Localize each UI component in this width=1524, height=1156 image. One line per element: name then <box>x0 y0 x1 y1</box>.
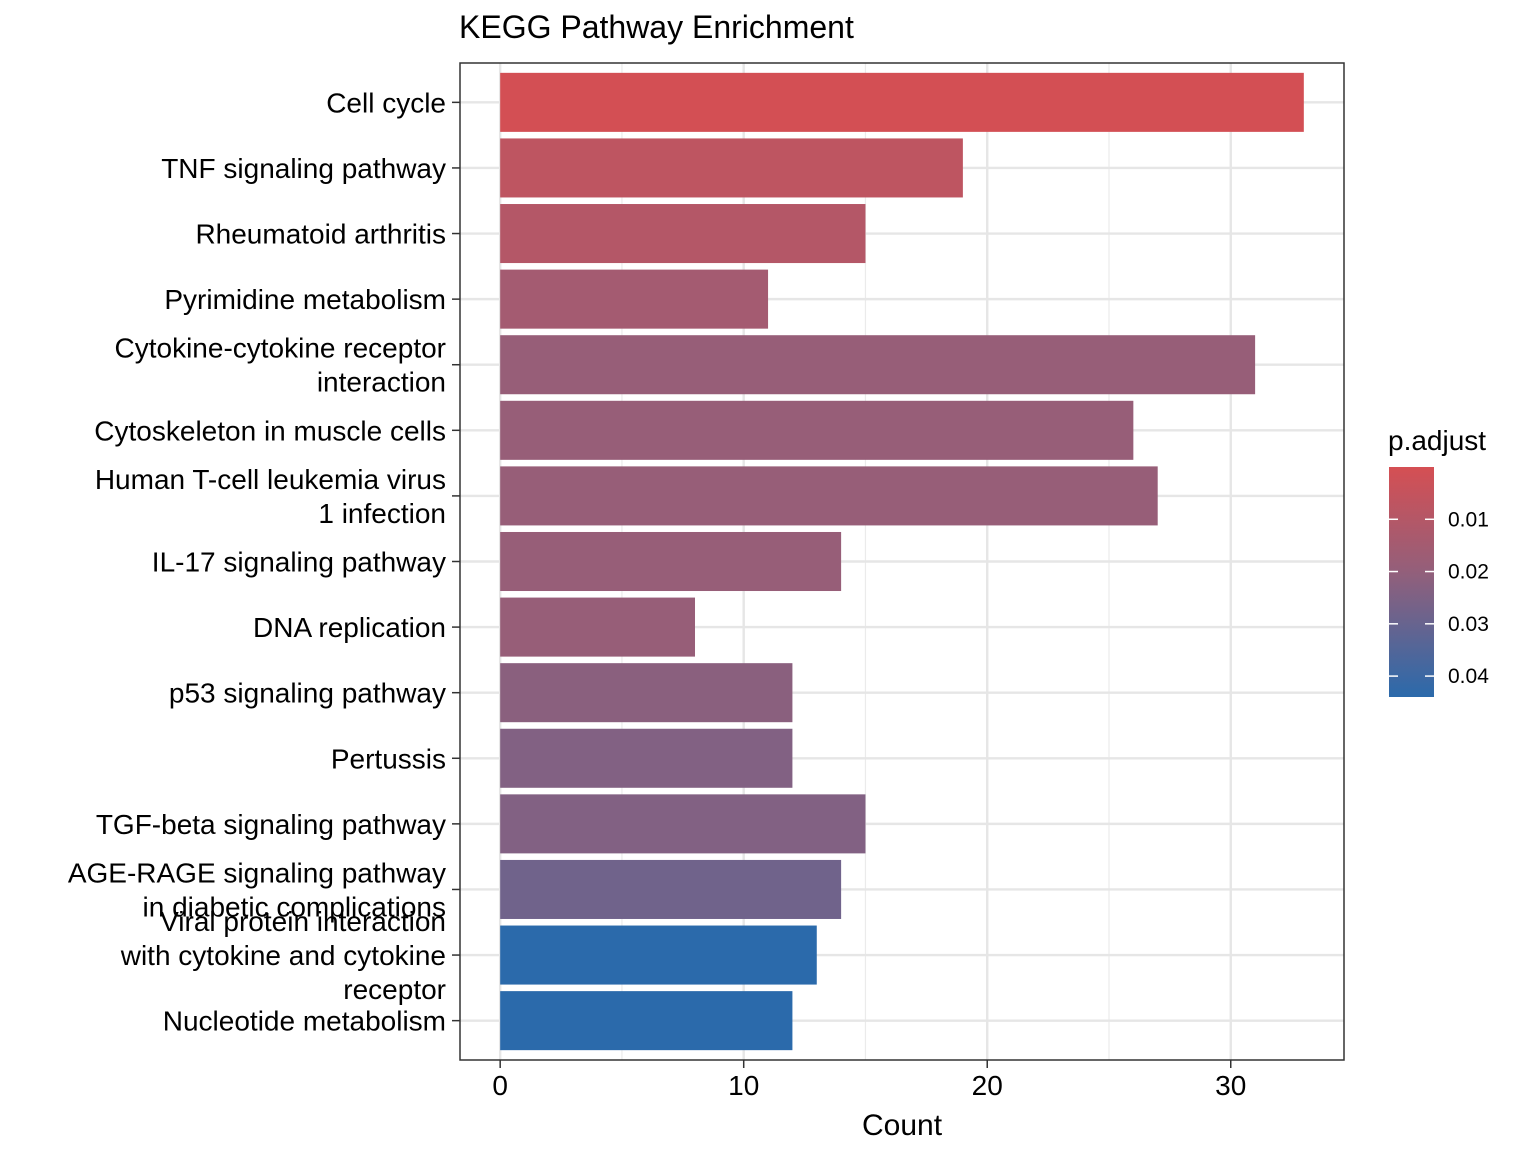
y-tick-label-line: p53 signaling pathway <box>169 678 446 709</box>
y-tick-label-line: Viral protein interaction <box>160 906 446 937</box>
bar <box>500 925 817 985</box>
y-tick-label-line: TGF-beta signaling pathway <box>96 809 446 840</box>
legend-title: p.adjust <box>1388 425 1486 456</box>
bar <box>500 531 842 592</box>
y-tick-label-line: 1 infection <box>318 498 446 529</box>
bar-layer <box>500 72 1304 1051</box>
y-tick-label: Nucleotide metabolism <box>163 1006 446 1037</box>
y-tick-label: Cytokine-cytokine receptor interaction <box>115 333 446 398</box>
y-tick-label-line: TNF signaling pathway <box>161 153 446 184</box>
y-tick-label-line: Rheumatoid arthritis <box>195 219 446 250</box>
legend-tick-label: 0.02 <box>1448 561 1489 584</box>
x-tick-label: 10 <box>728 1070 759 1101</box>
bar <box>500 794 866 854</box>
x-tick-label: 20 <box>972 1070 1003 1101</box>
bar <box>500 991 793 1051</box>
y-tick-label-line: Pyrimidine metabolism <box>164 284 446 315</box>
y-tick-label: Cytoskeleton in muscle cells <box>94 415 446 446</box>
y-tick-label-line: Nucleotide metabolism <box>163 1006 446 1037</box>
x-tick-label: 0 <box>492 1070 508 1101</box>
y-axis: Cell cycle TNF signaling pathway Rheumatoi… <box>68 87 460 1037</box>
y-tick-label-line: Pertussis <box>331 743 446 774</box>
bar <box>500 728 793 788</box>
x-axis: 0 10 20 30 <box>492 1060 1246 1101</box>
legend-tick-label: 0.04 <box>1448 665 1489 688</box>
bar <box>500 204 866 264</box>
y-tick-label-line: with cytokine and cytokine <box>120 940 446 971</box>
y-tick-label-line: IL-17 signaling pathway <box>152 547 446 578</box>
legend-tick-label: 0.01 <box>1448 508 1489 531</box>
bar <box>500 859 842 919</box>
legend-colorbar <box>1389 467 1434 697</box>
y-tick-label-line: DNA replication <box>253 612 446 643</box>
bar <box>500 335 1256 395</box>
x-axis-title: Count <box>862 1109 943 1142</box>
y-tick-label-line: Cytoskeleton in muscle cells <box>94 415 446 446</box>
y-tick-label: Cell cycle <box>326 87 446 118</box>
y-tick-label: AGE-RAGE signaling pathway in diabetic co… <box>68 857 446 922</box>
bar <box>500 597 696 657</box>
y-tick-label: Pertussis <box>331 743 446 774</box>
y-tick-label-line: Cytokine-cytokine receptor <box>115 333 446 364</box>
y-tick-label: DNA replication <box>253 612 446 643</box>
legend-tick-label: 0.03 <box>1448 613 1489 636</box>
y-tick-label: p53 signaling pathway <box>169 678 446 709</box>
bar <box>500 400 1134 460</box>
chart-title: KEGG Pathway Enrichment <box>459 9 854 45</box>
y-tick-label-line: Human T-cell leukemia virus <box>95 464 446 495</box>
y-tick-label: Rheumatoid arthritis <box>195 219 446 250</box>
y-tick-label: TGF-beta signaling pathway <box>96 809 446 840</box>
bar <box>500 663 793 723</box>
y-tick-label: TNF signaling pathway <box>161 153 446 184</box>
y-tick-label: IL-17 signaling pathway <box>152 547 446 578</box>
y-tick-label-line: interaction <box>317 367 446 398</box>
y-tick-label-line: receptor <box>343 974 446 1005</box>
bar <box>500 138 963 198</box>
y-tick-label-line: in diabetic complications <box>143 891 447 922</box>
bar <box>500 466 1158 526</box>
y-tick-label-line: Cell cycle <box>326 87 446 118</box>
y-tick-label: Human T-cell leukemia virus 1 infection <box>95 464 446 529</box>
y-tick-label: Viral protein interaction with cytokine a… <box>120 906 446 1005</box>
bar <box>500 269 769 329</box>
x-tick-label: 30 <box>1215 1070 1246 1101</box>
bar <box>500 72 1304 132</box>
legend: p.adjust 0.01 0.02 0.03 0.04 <box>1388 425 1489 697</box>
y-tick-label-line: AGE-RAGE signaling pathway <box>68 857 446 888</box>
y-tick-label: Pyrimidine metabolism <box>164 284 446 315</box>
